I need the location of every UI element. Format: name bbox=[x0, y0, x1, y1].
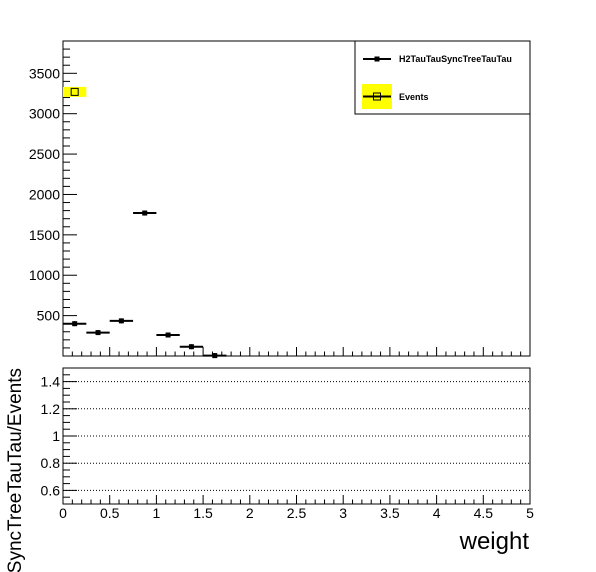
ratio-x-tick-label: 1.5 bbox=[193, 505, 213, 521]
main-y-tick-labels: 500 1000 1500 2000 2500 3000 3500 bbox=[29, 65, 60, 323]
h2-marker bbox=[142, 210, 148, 216]
ratio-x-tick-label: 4.5 bbox=[474, 505, 494, 521]
ratio-x-tick-label: 0.5 bbox=[100, 505, 120, 521]
main-y-ticks bbox=[63, 48, 77, 349]
events-error-box bbox=[63, 86, 87, 97]
ratio-y-tick-label: 0.6 bbox=[41, 482, 61, 498]
h2-marker bbox=[188, 344, 194, 350]
ratio-y-tick-label: 1.4 bbox=[41, 374, 61, 390]
main-y-tick-label: 3000 bbox=[29, 106, 60, 122]
events-marker bbox=[70, 87, 79, 96]
legend-h2-label: H2TauTauSyncTreeTauTau bbox=[399, 54, 512, 64]
h2-marker bbox=[212, 353, 218, 359]
legend-events-label: Events bbox=[399, 92, 429, 102]
main-y-tick-label: 1500 bbox=[29, 227, 60, 243]
main-y-tick-label: 3500 bbox=[29, 65, 60, 81]
ratio-gridlines bbox=[63, 381, 530, 491]
ratio-x-tick-label: 0 bbox=[59, 505, 67, 521]
legend-entry-events: Events bbox=[362, 84, 429, 109]
legend-entry-h2tautausynctreetautau: H2TauTauSyncTreeTauTau bbox=[363, 54, 512, 64]
ratio-y-ticks bbox=[63, 367, 77, 505]
ratio-plot-panel: 0 0.5 1 1.5 2 2.5 3 3.5 4 4.5 5 0.6 0.8 1 1.2 1.4 bbox=[41, 367, 534, 521]
legend-box bbox=[354, 40, 531, 115]
ratio-x-tick-label: 3 bbox=[339, 505, 347, 521]
ratio-y-tick-label: 1 bbox=[52, 428, 60, 444]
h2-marker bbox=[165, 332, 171, 338]
h2-marker bbox=[95, 330, 101, 336]
y-axis-title: SyncTreeTauTau/Events bbox=[5, 368, 26, 572]
ratio-x-tick-label: 5 bbox=[526, 505, 534, 521]
x-axis-title: weight bbox=[459, 528, 530, 555]
ratio-y-tick-labels: 0.6 0.8 1 1.2 1.4 bbox=[41, 374, 61, 499]
ratio-x-tick-label: 2 bbox=[246, 505, 254, 521]
legend: H2TauTauSyncTreeTauTau Events bbox=[354, 40, 531, 115]
main-y-tick-label: 2500 bbox=[29, 146, 60, 162]
ratio-x-tick-label: 2.5 bbox=[287, 505, 307, 521]
ratio-x-tick-label: 3.5 bbox=[380, 505, 400, 521]
main-y-tick-label: 500 bbox=[37, 308, 61, 324]
h2-marker bbox=[118, 318, 124, 324]
main-y-tick-label: 2000 bbox=[29, 186, 60, 202]
legend-events-marker bbox=[373, 92, 381, 101]
ratio-y-tick-label: 0.8 bbox=[41, 455, 61, 471]
ratio-x-tick-label: 1 bbox=[153, 505, 161, 521]
main-x-ticks bbox=[62, 347, 531, 356]
legend-h2-marker bbox=[374, 56, 380, 62]
h2-marker bbox=[72, 321, 78, 327]
ratio-x-tick-label: 4 bbox=[433, 505, 441, 521]
ratio-x-tick-labels: 0 0.5 1 1.5 2 2.5 3 3.5 4 4.5 5 bbox=[59, 505, 534, 521]
series-events bbox=[63, 86, 87, 97]
ratio-y-tick-label: 1.2 bbox=[41, 401, 61, 417]
main-plot-panel: 500 1000 1500 2000 2500 3000 3500 bbox=[29, 40, 531, 359]
main-y-tick-label: 1000 bbox=[29, 267, 60, 283]
series-h2tautausynctreetautau bbox=[63, 210, 227, 359]
ratio-x-ticks bbox=[62, 495, 531, 504]
